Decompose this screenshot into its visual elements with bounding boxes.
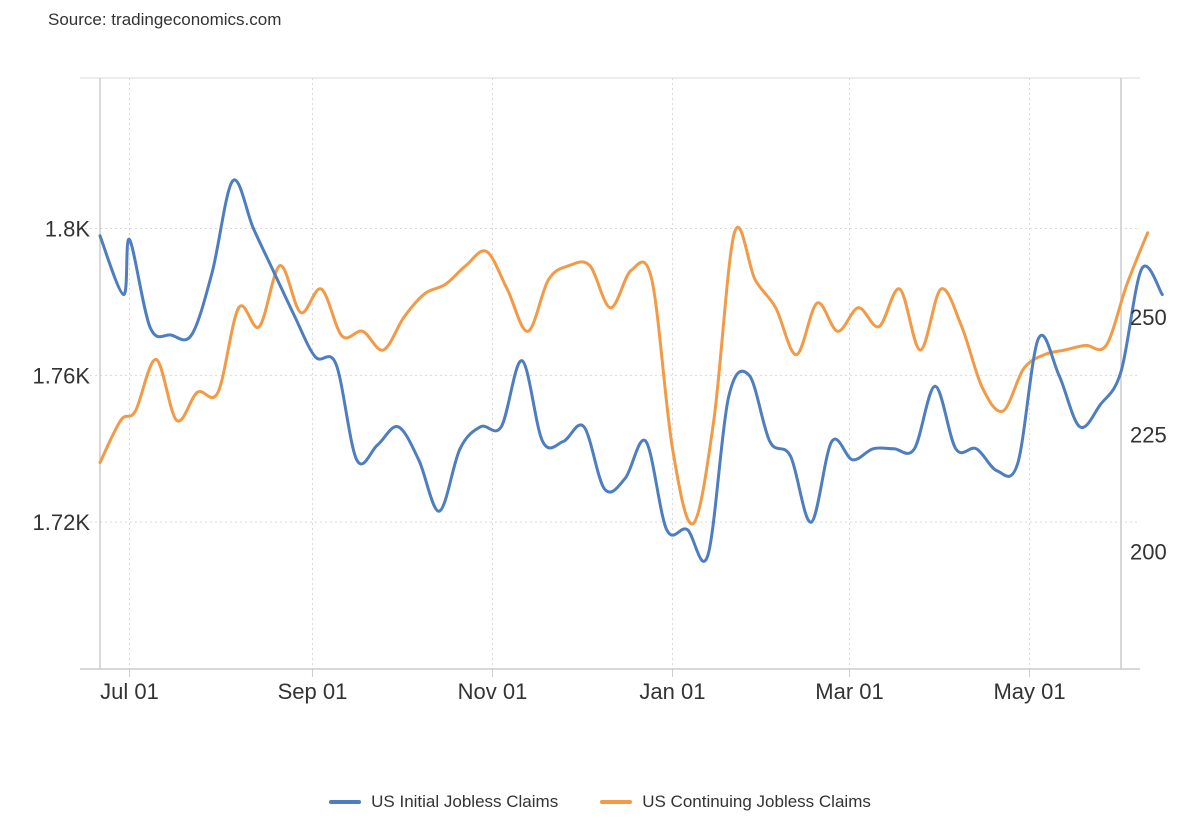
legend-swatch-initial-claims [329, 800, 362, 804]
y-left-tick-label: 1.8K [45, 217, 91, 242]
x-tick-label: Mar 01 [815, 679, 883, 704]
legend-item-initial-claims[interactable]: US Initial Jobless Claims [329, 792, 558, 812]
legend-label-continuing-claims: US Continuing Jobless Claims [642, 792, 871, 811]
x-tick-label: Nov 01 [458, 679, 528, 704]
axis-layer [80, 78, 1140, 677]
series-line-initial-claims [98, 178, 1164, 563]
series-layer [98, 178, 1164, 563]
series-line-continuing-claims [98, 225, 1150, 526]
tick-label-layer: 1.72K 1.76K 1.8K 200 225 250 Jul 01 Sep 01 Nov 0… [33, 217, 1167, 704]
y-right-tick-label: 250 [1130, 305, 1167, 330]
legend: US Initial Jobless Claims US Continuing … [0, 792, 1200, 812]
y-left-tick-label: 1.76K [33, 363, 91, 388]
x-tick-label: Sep 01 [278, 679, 348, 704]
y-right-tick-label: 225 [1130, 422, 1167, 447]
x-tick-label: May 01 [993, 679, 1065, 704]
line-chart: 1.72K 1.76K 1.8K 200 225 250 Jul 01 Sep 01 Nov 0… [33, 77, 1167, 704]
legend-swatch-continuing-claims [600, 800, 633, 804]
x-tick-label: Jan 01 [639, 679, 705, 704]
source-label: Source: tradingeconomics.com [48, 10, 282, 29]
grid-layer [80, 77, 1140, 669]
legend-item-continuing-claims[interactable]: US Continuing Jobless Claims [600, 792, 871, 812]
legend-label-initial-claims: US Initial Jobless Claims [371, 792, 559, 811]
y-left-tick-label: 1.72K [33, 510, 91, 535]
x-tick-label: Jul 01 [100, 679, 159, 704]
y-right-tick-label: 200 [1130, 540, 1167, 565]
